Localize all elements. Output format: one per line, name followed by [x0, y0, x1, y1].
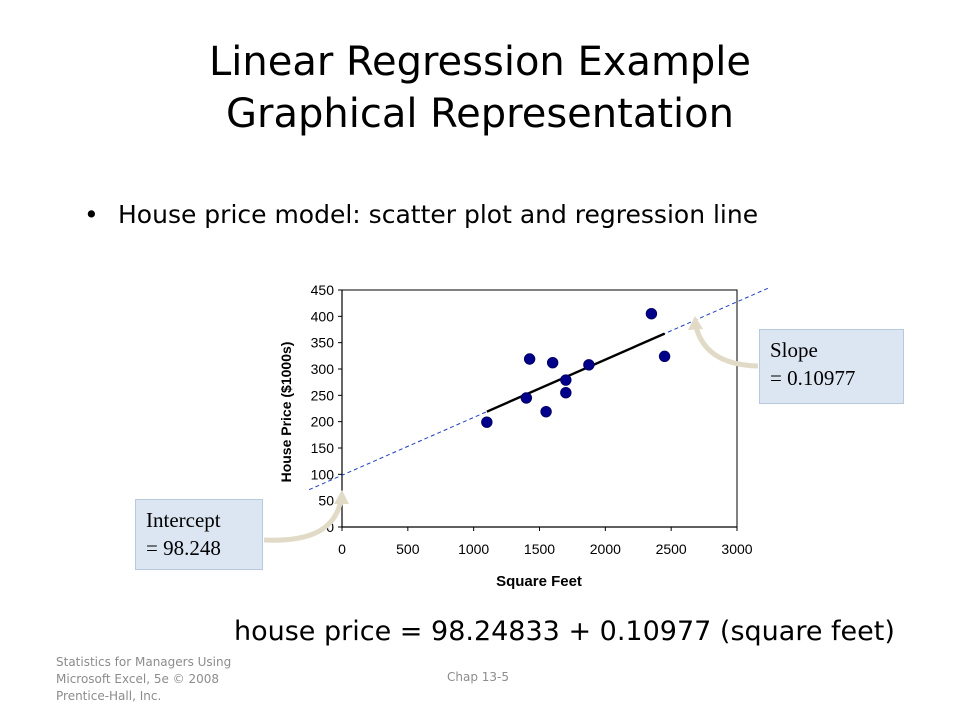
intercept-callout-arrowhead [334, 490, 349, 504]
equation-lhs: house price [234, 616, 392, 647]
bullet-text: House price model: scatter plot and regr… [118, 200, 759, 229]
equation-intercept: 98.24833 [431, 616, 560, 647]
footer-line-1: Statistics for Managers Using [56, 655, 232, 669]
bullet-dot: • [84, 200, 99, 229]
y-tick-label: 200 [311, 414, 335, 430]
data-point [540, 405, 552, 418]
slide-title: Linear Regression Example Graphical Repr… [0, 36, 960, 140]
data-point [658, 350, 671, 363]
slope-callout-value: = 0.10977 [770, 366, 856, 390]
data-point [520, 392, 533, 404]
footer-line-3: Prentice-Hall, Inc. [56, 689, 162, 703]
title-line-2: Graphical Representation [226, 91, 734, 137]
y-tick-label: 300 [311, 361, 335, 377]
y-axis-ticks: 0 50 100 150 200 250 300 350 400 450 [311, 282, 342, 535]
equation-equals: = [399, 616, 423, 647]
y-tick-label: 150 [311, 440, 335, 456]
intercept-callout: Intercept = 98.248 [135, 499, 263, 570]
y-tick-label: 400 [311, 308, 335, 324]
regression-equation: house price = 98.24833 + 0.10977 (square… [234, 616, 895, 647]
equation-slope: 0.10977 [599, 616, 712, 647]
y-tick-label: 350 [311, 335, 335, 351]
y-tick-label: 250 [311, 387, 335, 403]
data-point [645, 308, 658, 320]
footer-citation: Statistics for Managers Using Microsoft … [56, 654, 256, 705]
x-tick-label: 1000 [458, 541, 489, 557]
y-tick-label: 50 [318, 493, 334, 509]
y-tick-label: 100 [311, 466, 335, 482]
title-line-1: Linear Regression Example [208, 39, 752, 85]
data-point [523, 353, 536, 365]
intercept-callout-value: = 98.248 [146, 536, 221, 560]
data-point [583, 359, 595, 371]
slope-callout-label: Slope [770, 338, 818, 362]
equation-plus: + [568, 616, 592, 647]
y-tick-label: 450 [311, 282, 335, 298]
x-axis-title: Square Feet [496, 573, 582, 590]
data-point [560, 387, 572, 399]
x-tick-label: 3000 [721, 541, 752, 557]
x-tick-label: 2000 [590, 541, 621, 557]
regression-fit-line [486, 332, 666, 413]
x-tick-label: 500 [396, 541, 420, 557]
bullet-item: • House price model: scatter plot and reg… [84, 200, 758, 229]
data-point [560, 374, 572, 386]
y-axis-title: House Price ($1000s) [278, 342, 294, 483]
intercept-callout-arrow [263, 499, 344, 543]
data-point [546, 356, 559, 369]
x-axis-ticks: 0 500 1000 1500 2000 2500 3000 [338, 527, 753, 557]
plot-area [341, 289, 738, 528]
equation-term: (square feet) [719, 616, 895, 647]
x-tick-label: 0 [338, 541, 346, 557]
data-point [481, 416, 493, 428]
footer-line-2: Microsoft Excel, 5e © 2008 [56, 672, 220, 686]
slope-callout: Slope = 0.10977 [759, 329, 904, 404]
intercept-callout-label: Intercept [146, 508, 221, 532]
x-tick-label: 1500 [524, 541, 555, 557]
slope-callout-arrowhead [688, 316, 703, 330]
footer-chapter: Chap 13-5 [447, 670, 510, 684]
data-points [481, 308, 671, 428]
y-tick-label: 0 [326, 519, 334, 535]
x-tick-label: 2500 [656, 541, 687, 557]
slope-callout-arrow [692, 321, 759, 369]
